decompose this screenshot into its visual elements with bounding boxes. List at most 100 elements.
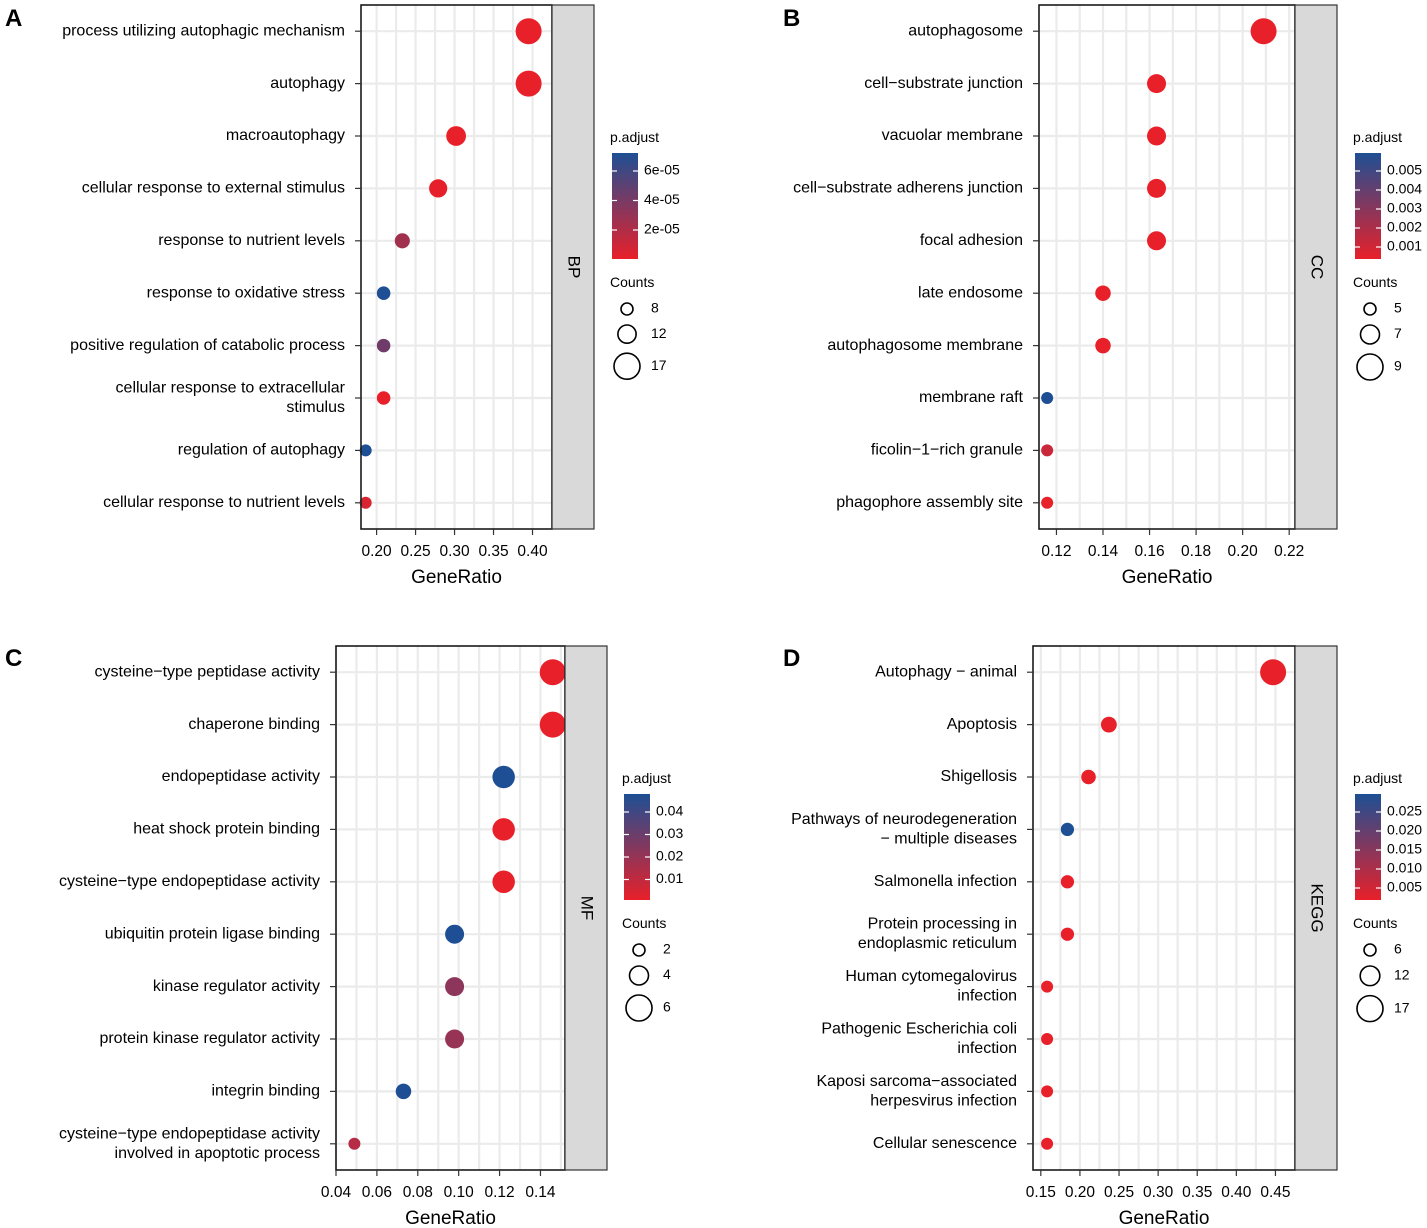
data-point <box>1081 769 1096 785</box>
term-label: endoplasmic reticulum <box>858 935 1017 952</box>
size-legend-title: Counts <box>1353 274 1397 290</box>
colorbar-label: 0.020 <box>1387 822 1422 838</box>
data-point <box>394 233 410 249</box>
data-point <box>1060 822 1075 837</box>
term-label: ubiquitin protein ligase binding <box>105 925 320 942</box>
colorbar <box>1355 794 1381 900</box>
data-point <box>1147 231 1167 251</box>
term-label: Human cytomegalovirus <box>845 968 1017 985</box>
term-label: protein kinase regulator activity <box>99 1030 320 1047</box>
x-axis-title: GeneRatio <box>1122 567 1213 588</box>
size-legend-circle <box>1359 324 1381 345</box>
data-point <box>1250 18 1277 45</box>
data-point <box>359 496 372 509</box>
colorbar-label: 0.005 <box>1387 162 1422 178</box>
term-label: infection <box>957 988 1017 1005</box>
size-legend-circle <box>1363 302 1377 316</box>
x-tick-label: 0.35 <box>1182 1184 1212 1201</box>
data-point <box>1041 1137 1054 1150</box>
color-legend-title: p.adjust <box>622 770 671 786</box>
term-label: positive regulation of catabolic process <box>70 337 345 354</box>
size-legend-label: 9 <box>1394 358 1402 374</box>
x-tick-label: 0.30 <box>1143 1184 1174 1201</box>
data-point <box>515 70 542 97</box>
term-label: Apoptosis <box>947 716 1017 733</box>
size-legend-label: 17 <box>1394 999 1410 1015</box>
term-label: stimulus <box>286 399 345 416</box>
size-legend-circle <box>1359 965 1381 987</box>
size-legend-label: 2 <box>663 941 671 957</box>
colorbar-label: 0.010 <box>1387 860 1422 876</box>
term-label: Protein processing in <box>868 916 1017 933</box>
color-legend-title: p.adjust <box>1353 129 1402 145</box>
data-point <box>376 391 391 405</box>
size-legend-circle <box>628 965 650 986</box>
x-axis-title: GeneRatio <box>411 567 502 588</box>
x-axis-title: GeneRatio <box>405 1208 496 1228</box>
term-label: cell−substrate junction <box>864 75 1023 92</box>
facet-strip <box>564 645 608 1171</box>
term-label: endopeptidase activity <box>162 768 320 785</box>
data-point <box>1041 1085 1054 1098</box>
data-point <box>395 1083 412 1100</box>
term-label: integrin binding <box>211 1083 320 1100</box>
panel-letter: A <box>5 5 22 32</box>
data-point <box>1041 980 1054 993</box>
color-legend-title: p.adjust <box>610 129 659 145</box>
x-tick-label: 0.04 <box>321 1184 352 1201</box>
data-point <box>1041 392 1054 404</box>
term-label: macroautophagy <box>226 127 345 144</box>
x-tick-label: 0.20 <box>1228 543 1259 560</box>
size-legend-label: 12 <box>1394 967 1410 983</box>
data-point <box>1060 927 1075 941</box>
colorbar-label: 0.02 <box>656 848 683 864</box>
data-point <box>1147 178 1167 198</box>
size-legend-label: 6 <box>1394 941 1402 957</box>
term-label: cysteine−type endopeptidase activity <box>59 873 320 890</box>
term-label: late endosome <box>918 284 1023 301</box>
term-label: regulation of autophagy <box>178 442 345 459</box>
size-legend-circle <box>617 324 637 345</box>
data-point <box>1041 1033 1054 1045</box>
data-point <box>1095 337 1111 354</box>
data-point <box>492 818 515 841</box>
term-label: Cellular senescence <box>873 1135 1017 1152</box>
data-point <box>515 18 542 45</box>
colorbar-label: 0.004 <box>1387 181 1422 197</box>
colorbar-label: 0.025 <box>1387 803 1422 819</box>
data-point <box>492 765 515 789</box>
data-point <box>1147 74 1167 94</box>
size-legend-title: Counts <box>1353 915 1397 931</box>
data-point <box>348 1137 361 1150</box>
x-tick-label: 0.45 <box>1260 1184 1290 1201</box>
colorbar-label: 0.03 <box>656 825 683 841</box>
plot-background <box>1033 646 1295 1170</box>
plot-background <box>336 646 565 1170</box>
colorbar <box>612 153 638 259</box>
term-label: involved in apoptotic process <box>115 1145 320 1162</box>
term-label: − multiple diseases <box>880 830 1017 847</box>
colorbar-label: 0.001 <box>1387 238 1422 254</box>
facet-label: CC <box>1308 255 1327 280</box>
size-legend-label: 4 <box>663 966 671 982</box>
data-point <box>445 924 465 944</box>
colorbar-label: 0.005 <box>1387 879 1422 895</box>
facet-label: KEGG <box>1308 883 1327 932</box>
size-legend-circle <box>1363 943 1377 957</box>
x-tick-label: 0.22 <box>1274 543 1304 560</box>
term-label: membrane raft <box>919 389 1024 406</box>
size-legend-title: Counts <box>622 915 666 931</box>
facet-strip <box>1294 4 1338 530</box>
colorbar-label: 6e-05 <box>644 162 680 178</box>
x-tick-label: 0.14 <box>525 1184 556 1201</box>
x-tick-label: 0.06 <box>362 1184 392 1201</box>
data-point <box>376 338 391 353</box>
size-legend-circle <box>632 943 646 957</box>
x-tick-label: 0.18 <box>1181 543 1211 560</box>
term-label: autophagosome <box>908 22 1023 39</box>
size-legend-circle <box>625 994 653 1022</box>
data-point <box>445 977 465 997</box>
term-label: cell−substrate adherens junction <box>793 180 1023 197</box>
facet-label: BP <box>565 256 584 279</box>
panel-c-mf-dotplot: C MF cysteine−type peptidase activity chape… <box>5 645 683 1228</box>
